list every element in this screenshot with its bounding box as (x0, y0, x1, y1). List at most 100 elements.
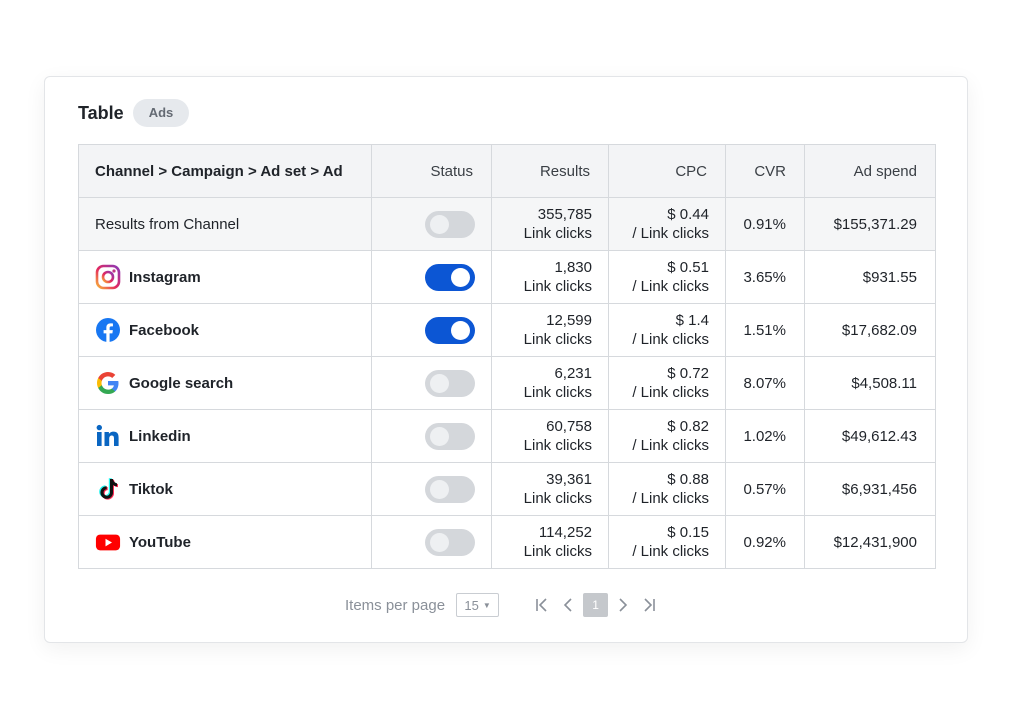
column-header-ad-spend[interactable]: Ad spend (804, 144, 936, 198)
status-toggle[interactable] (425, 210, 475, 238)
results-value: 6,231 (554, 365, 592, 382)
ads-badge[interactable]: Ads (132, 99, 190, 127)
results-unit: Link clicks (523, 278, 592, 295)
cpc-cell: $ 1.4 / Link clicks (608, 303, 726, 357)
toggle-knob (430, 426, 449, 446)
items-per-page-value: 15 (464, 597, 479, 613)
ad-spend-cell: $12,431,900 (804, 515, 936, 569)
cpc-unit: / Link clicks (632, 225, 709, 242)
ad-spend-cell: $17,682.09 (804, 303, 936, 357)
status-cell (371, 250, 492, 304)
status-toggle[interactable] (425, 316, 475, 344)
cpc-cell: $ 0.88 / Link clicks (608, 462, 726, 516)
channel-cell: Instagram (78, 250, 372, 304)
toggle-knob (430, 479, 449, 499)
column-header-status[interactable]: Status (371, 144, 492, 198)
cpc-cell: $ 0.51 / Link clicks (608, 250, 726, 304)
results-value: 39,361 (546, 471, 592, 488)
results-unit: Link clicks (523, 490, 592, 507)
channel-cell: Linkedin (78, 409, 372, 463)
status-toggle[interactable] (425, 369, 475, 397)
cpc-unit: / Link clicks (632, 437, 709, 454)
linkedin-icon (95, 423, 121, 449)
results-unit: Link clicks (523, 543, 592, 560)
status-cell (371, 356, 492, 410)
cpc-value: $ 0.15 (667, 524, 709, 541)
summary-label: Results from Channel (95, 215, 240, 233)
caret-down-icon: ▼ (482, 600, 491, 610)
items-per-page-select[interactable]: 15 ▼ (456, 593, 500, 617)
table-row[interactable]: Instagram 1,830 Link clicks $ 0.51 / Link … (78, 250, 936, 304)
column-header-channel[interactable]: Channel > Campaign > Ad set > Ad (78, 144, 372, 198)
status-cell (371, 197, 492, 251)
pagination-footer: Items per page 15 ▼ 1 (345, 593, 662, 617)
table-row[interactable]: Facebook 12,599 Link clicks $ 1.4 / Link c… (78, 303, 936, 357)
prev-page-icon[interactable] (555, 593, 581, 617)
results-cell: 114,252 Link clicks (491, 515, 609, 569)
results-cell: 12,599 Link clicks (491, 303, 609, 357)
instagram-icon (95, 264, 121, 290)
table-row[interactable]: Linkedin 60,758 Link clicks $ 0.82 / Link … (78, 409, 936, 463)
column-header-results[interactable]: Results (491, 144, 609, 198)
results-unit: Link clicks (523, 384, 592, 401)
ad-spend-cell: $155,371.29 (804, 197, 936, 251)
cvr-cell: 0.57% (725, 462, 805, 516)
table-row[interactable]: Tiktok 39,361 Link clicks $ 0.88 / Link cl… (78, 462, 936, 516)
toggle-knob (430, 373, 449, 393)
cvr-cell: 0.92% (725, 515, 805, 569)
current-page-button[interactable]: 1 (583, 593, 609, 617)
channel-name: Facebook (129, 321, 200, 339)
table-header-row: Channel > Campaign > Ad set > Ad Status … (78, 144, 936, 198)
ads-table: Channel > Campaign > Ad set > Ad Status … (78, 144, 936, 569)
results-cell: 6,231 Link clicks (491, 356, 609, 410)
cvr-cell: 3.65% (725, 250, 805, 304)
card-title: Table (78, 102, 124, 123)
status-cell (371, 462, 492, 516)
items-per-page-label: Items per page (345, 596, 446, 614)
pager: 1 (529, 593, 662, 617)
ads-table-card: Table Ads Channel > Campaign > Ad set > … (44, 76, 968, 643)
cpc-unit: / Link clicks (632, 543, 709, 560)
channel-name: Google search (129, 374, 234, 392)
status-toggle[interactable] (425, 422, 475, 450)
results-cell: 355,785 Link clicks (491, 197, 609, 251)
channel-cell: Google search (78, 356, 372, 410)
cpc-unit: / Link clicks (632, 384, 709, 401)
results-unit: Link clicks (523, 225, 592, 242)
toggle-knob (451, 320, 470, 340)
column-header-cpc[interactable]: CPC (608, 144, 726, 198)
tiktok-icon (95, 476, 121, 502)
status-toggle[interactable] (425, 475, 475, 503)
table-row[interactable]: YouTube 114,252 Link clicks $ 0.15 / Link … (78, 515, 936, 569)
youtube-icon (95, 529, 121, 555)
first-page-icon[interactable] (529, 593, 555, 617)
cpc-unit: / Link clicks (632, 278, 709, 295)
results-value: 355,785 (537, 206, 592, 223)
ad-spend-cell: $4,508.11 (804, 356, 936, 410)
results-value: 12,599 (546, 312, 592, 329)
cvr-cell: 0.91% (725, 197, 805, 251)
column-header-cvr[interactable]: CVR (725, 144, 805, 198)
ad-spend-cell: $49,612.43 (804, 409, 936, 463)
channel-cell: Facebook (78, 303, 372, 357)
table-row[interactable]: Google search 6,231 Link clicks $ 0.72 / L… (78, 356, 936, 410)
cpc-value: $ 0.72 (667, 365, 709, 382)
channel-name: Linkedin (129, 427, 191, 445)
cvr-cell: 1.51% (725, 303, 805, 357)
status-cell (371, 515, 492, 569)
status-toggle[interactable] (425, 528, 475, 556)
cpc-value: $ 0.82 (667, 418, 709, 435)
toggle-knob (451, 267, 470, 287)
next-page-icon[interactable] (610, 593, 636, 617)
cpc-unit: / Link clicks (632, 490, 709, 507)
facebook-icon (95, 317, 121, 343)
ad-spend-cell: $6,931,456 (804, 462, 936, 516)
status-toggle[interactable] (425, 263, 475, 291)
cpc-cell: $ 0.44 / Link clicks (608, 197, 726, 251)
card-header: Table Ads (78, 99, 190, 127)
cpc-value: $ 1.4 (675, 312, 709, 329)
cpc-value: $ 0.51 (667, 259, 709, 276)
cpc-cell: $ 0.72 / Link clicks (608, 356, 726, 410)
cpc-cell: $ 0.82 / Link clicks (608, 409, 726, 463)
last-page-icon[interactable] (636, 593, 662, 617)
